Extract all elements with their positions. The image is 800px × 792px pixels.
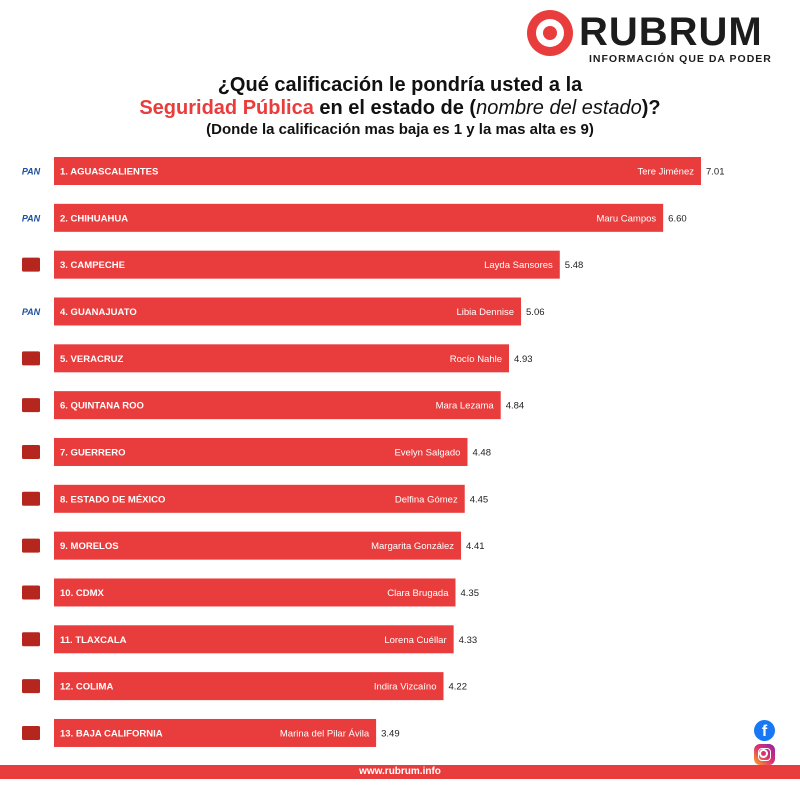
bar — [54, 625, 454, 654]
chart-subtitle: (Donde la calificación mas baja es 1 y l… — [206, 121, 594, 138]
governor-label: Layda Sansores — [484, 260, 553, 271]
title-italic: nombre del estado — [476, 97, 642, 119]
bar — [54, 297, 522, 326]
value-label: 4.93 — [514, 354, 533, 365]
governor-label: Maru Campos — [596, 213, 656, 224]
value-label: 4.33 — [459, 635, 478, 646]
morena-logo-icon — [22, 444, 40, 459]
rubrum-logo-icon — [527, 10, 573, 56]
state-label: 5. VERACRUZ — [60, 354, 124, 365]
state-label: 13. BAJA CALIFORNIA — [60, 728, 163, 739]
state-label: 2. CHIHUAHUA — [60, 213, 128, 224]
state-label: 1. AGUASCALIENTES — [60, 167, 158, 178]
morena-logo-icon — [22, 585, 40, 600]
governor-label: Rocío Nahle — [450, 354, 502, 365]
title-rest: en el estado de ( — [313, 97, 477, 119]
pan-logo-icon: PAN — [22, 213, 41, 223]
state-label: 9. MORELOS — [60, 541, 119, 552]
governor-label: Evelyn Salgado — [394, 447, 460, 458]
state-label: 4. GUANAJUATO — [60, 307, 137, 318]
brand-name: RUBRUM — [579, 10, 763, 54]
governor-label: Tere Jiménez — [638, 167, 695, 178]
value-label: 4.22 — [448, 682, 467, 693]
state-label: 7. GUERRERO — [60, 447, 125, 458]
value-label: 4.84 — [506, 401, 525, 412]
bar — [54, 157, 701, 185]
bar — [54, 718, 377, 747]
state-label: 10. CDMX — [60, 588, 104, 599]
value-label: 7.01 — [706, 167, 725, 178]
chart-title-line2: Seguridad Pública en el estado de (nombr… — [0, 97, 800, 120]
morena-logo-icon — [22, 632, 40, 647]
bar — [54, 344, 510, 373]
chart-title-line1: ¿Qué calificación le pondría usted a la — [217, 74, 583, 96]
governor-label: Mara Lezama — [436, 401, 495, 412]
brand-tagline: INFORMACIÓN QUE DA PODER — [589, 53, 772, 65]
value-label: 5.06 — [526, 307, 545, 318]
title-end: )? — [641, 97, 661, 119]
value-label: 4.35 — [460, 588, 479, 599]
bar — [54, 250, 560, 279]
bar — [54, 437, 468, 466]
morena-logo-icon — [22, 351, 40, 366]
state-label: 12. COLIMA — [60, 682, 113, 693]
governor-label: Marina del Pilar Ávila — [280, 728, 370, 739]
bar — [54, 578, 456, 607]
value-label: 6.60 — [668, 213, 687, 224]
bar — [54, 531, 462, 560]
value-label: 5.48 — [565, 260, 584, 271]
value-label: 4.48 — [472, 447, 491, 458]
pan-logo-icon: PAN — [22, 167, 41, 177]
governor-label: Clara Brugada — [387, 588, 449, 599]
title-highlight: Seguridad Pública — [139, 97, 314, 119]
facebook-icon[interactable]: f — [754, 720, 775, 741]
bar — [54, 484, 465, 513]
morena-logo-icon — [22, 257, 40, 272]
state-label: 8. ESTADO DE MÉXICO — [60, 494, 165, 505]
instagram-icon[interactable] — [754, 744, 775, 765]
value-label: 4.45 — [470, 494, 489, 505]
morena-logo-icon — [22, 398, 40, 413]
state-label: 11. TLAXCALA — [60, 635, 127, 646]
value-label: 4.41 — [466, 541, 485, 552]
rubrum-logo: RUBRUM INFORMACIÓN QUE DA PODER — [527, 10, 772, 66]
morena-logo-icon — [22, 679, 40, 694]
governor-label: Margarita González — [371, 541, 454, 552]
bar — [54, 203, 664, 232]
state-label: 6. QUINTANA ROO — [60, 401, 144, 412]
governor-label: Indira Vizcaíno — [374, 682, 437, 693]
footer-url[interactable]: www.rubrum.info — [0, 765, 800, 779]
morena-logo-icon — [22, 538, 40, 553]
value-label: 3.49 — [381, 728, 400, 739]
morena-logo-icon — [22, 725, 40, 740]
bar — [54, 391, 501, 420]
bar — [54, 672, 444, 701]
governor-label: Lorena Cuéllar — [384, 635, 446, 646]
governor-label: Libia Dennise — [456, 307, 514, 318]
state-label: 3. CAMPECHE — [60, 260, 125, 271]
morena-logo-icon — [22, 491, 40, 506]
governor-label: Delfina Gómez — [395, 494, 458, 505]
pan-logo-icon: PAN — [22, 307, 41, 317]
